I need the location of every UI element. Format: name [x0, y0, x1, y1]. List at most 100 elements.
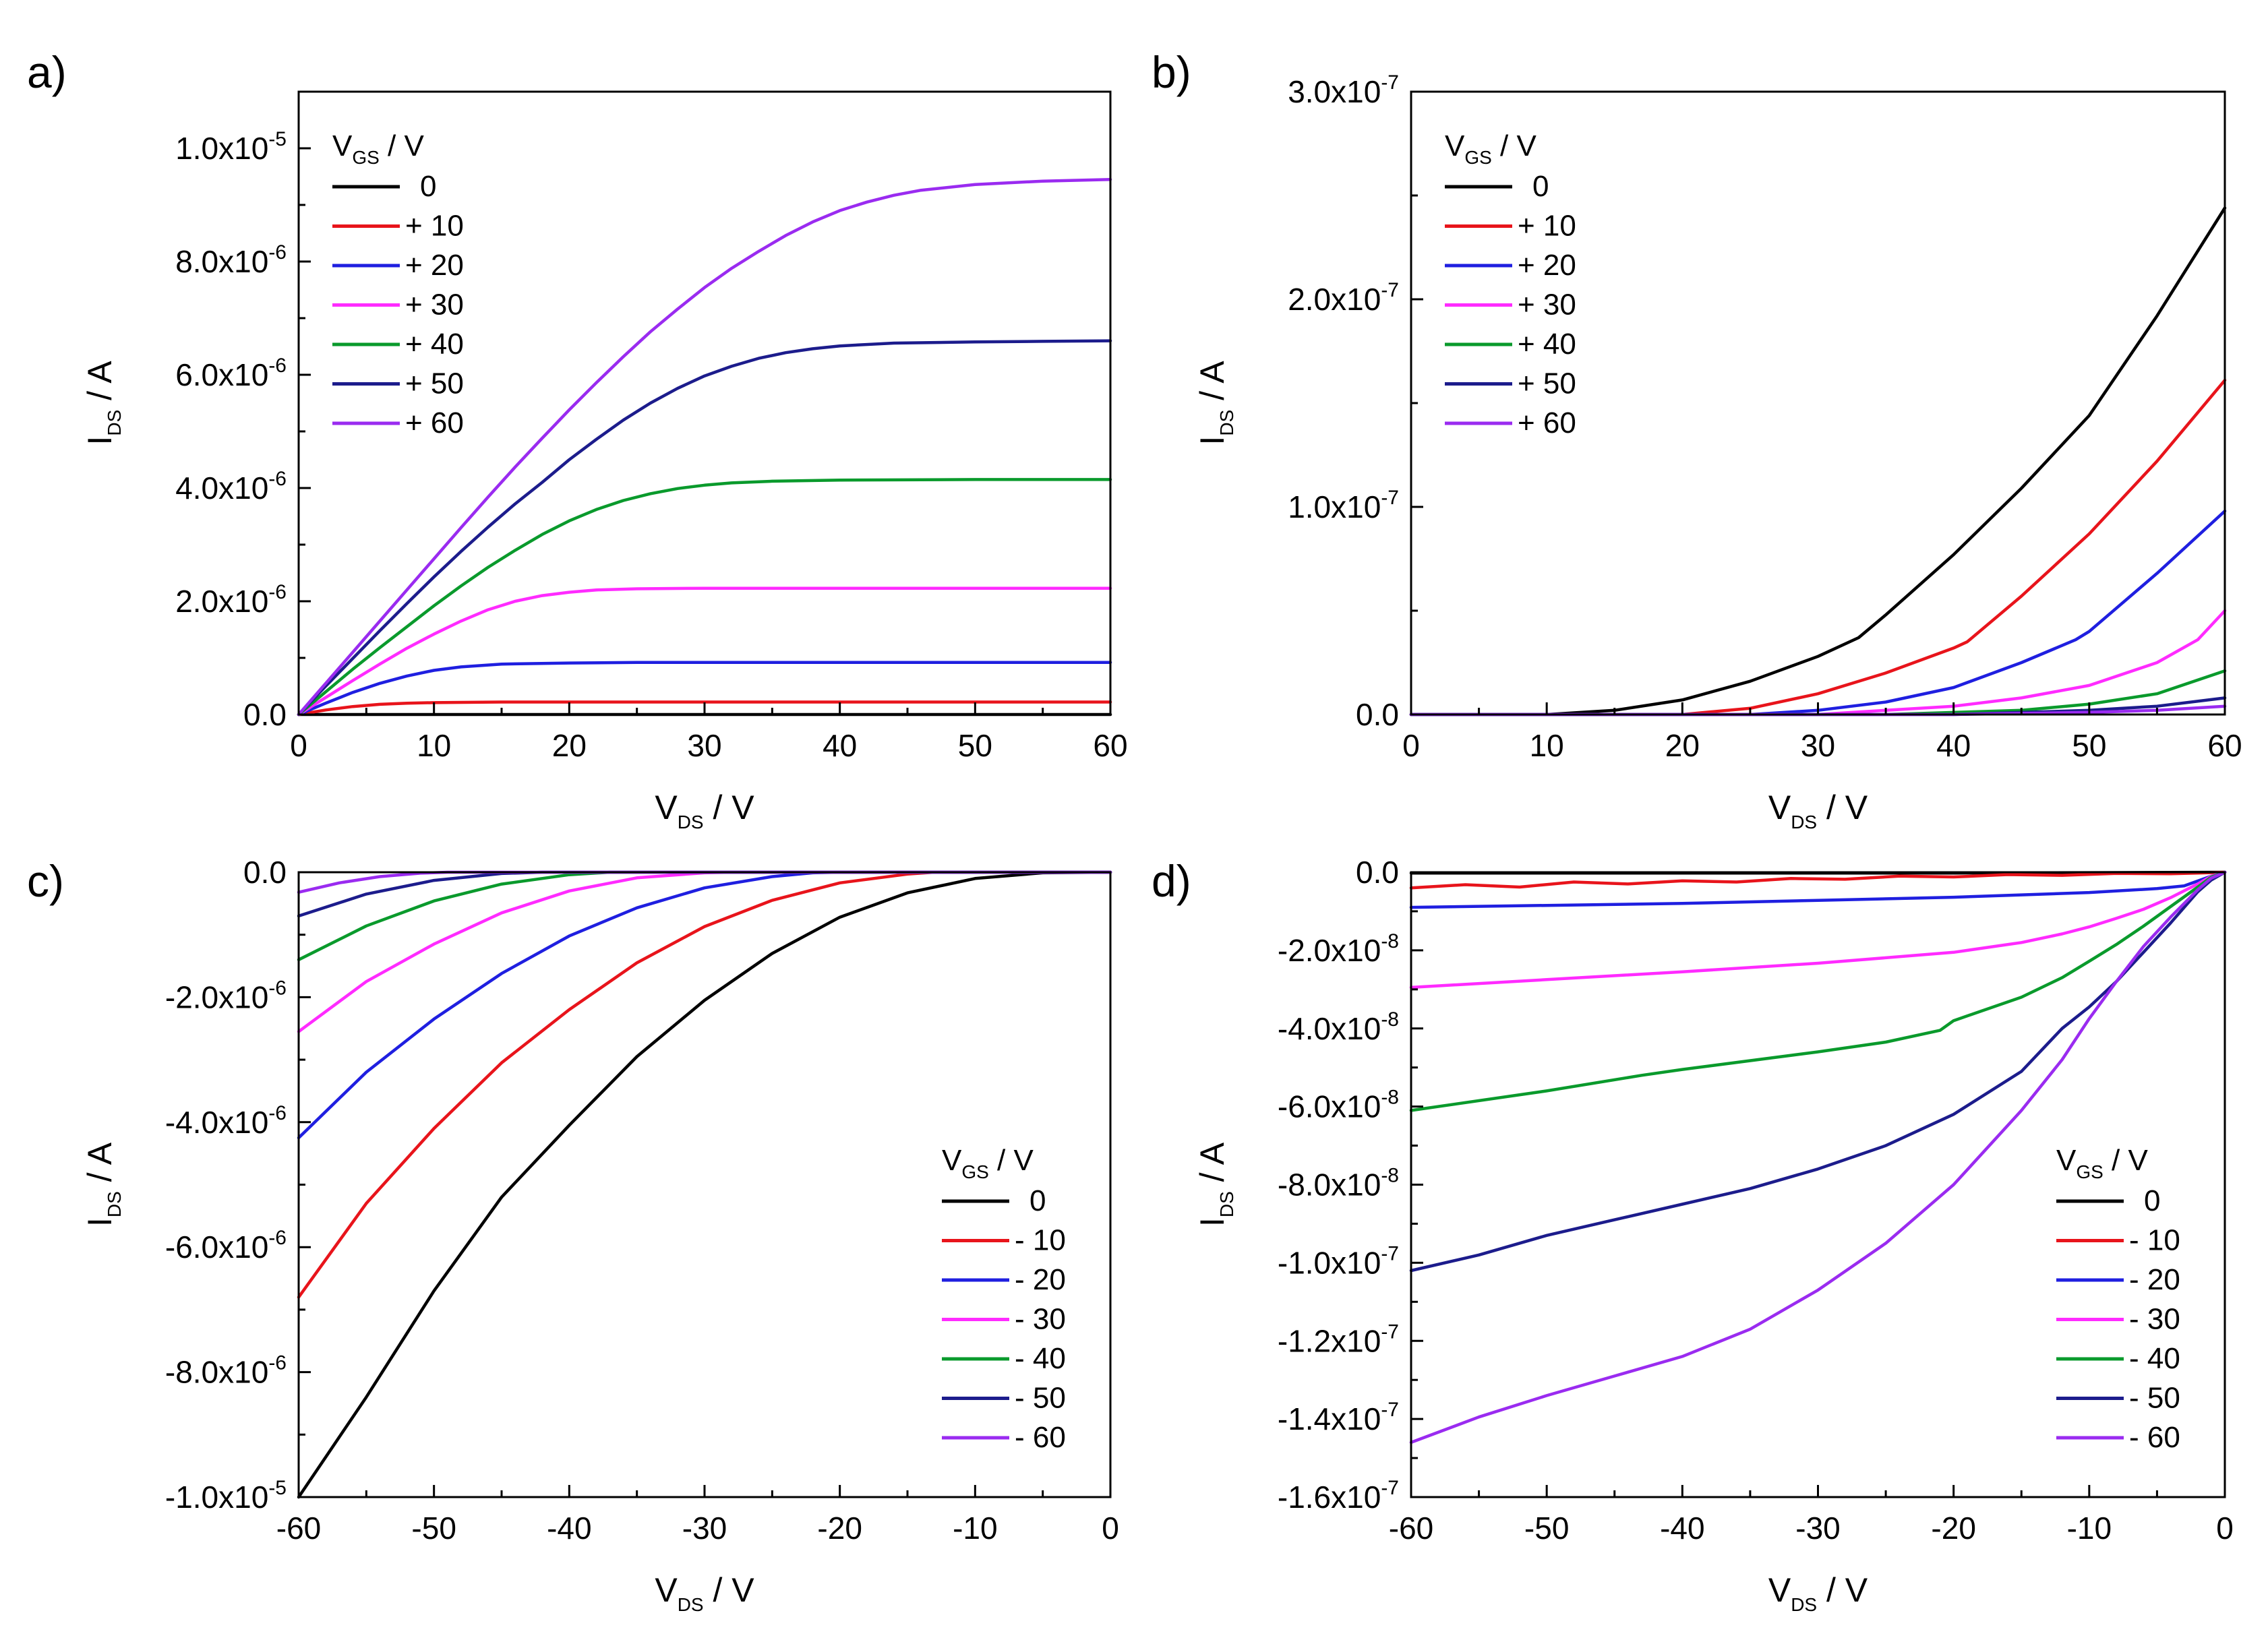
- y-tick-label: -4.0x10-6: [165, 1102, 287, 1140]
- series-line: [1409, 378, 2227, 717]
- panel-label: b): [1152, 47, 1191, 97]
- series-line: [297, 870, 1112, 1140]
- series-line: [297, 870, 1112, 1299]
- y-tick-label: -1.4x10-7: [1278, 1399, 1399, 1436]
- legend-entry-label: - 30: [2129, 1303, 2180, 1336]
- x-tick-label: 40: [1936, 728, 1971, 763]
- x-tick-label: -20: [1931, 1511, 1975, 1546]
- legend-entry-label: + 10: [405, 210, 464, 243]
- series-group: [1409, 206, 2227, 717]
- x-tick-label: 30: [1801, 728, 1835, 763]
- x-tick-label: -10: [2067, 1511, 2112, 1546]
- legend: VGS / V0 + 10 + 20 + 30 + 40 + 50 + 60: [1445, 129, 1576, 439]
- x-tick-label: 50: [958, 728, 992, 763]
- series-line: [1409, 870, 2227, 890]
- legend-entry-label: + 10: [1518, 210, 1576, 243]
- panel-label: c): [27, 856, 64, 906]
- x-axis-title: VDS / V: [655, 789, 754, 832]
- legend-entry-label: - 50: [1015, 1382, 1066, 1415]
- y-tick-label: -1.0x10-5: [165, 1477, 287, 1515]
- y-axis-title: IDS / A: [81, 1142, 125, 1227]
- legend-entry-label: + 60: [405, 406, 464, 439]
- legend-entry-label: - 30: [1015, 1303, 1066, 1336]
- y-tick-label: -8.0x10-8: [1278, 1165, 1399, 1203]
- y-tick-label: -2.0x10-6: [165, 977, 287, 1014]
- legend-entry-label: + 50: [405, 367, 464, 400]
- legend-entry-label: - 40: [2129, 1342, 2180, 1375]
- x-tick-label: 0: [1402, 728, 1420, 763]
- x-tick-label: 10: [1530, 728, 1564, 763]
- series-line: [1409, 870, 2227, 909]
- series-line: [1409, 870, 2227, 990]
- series-line: [1409, 509, 2227, 717]
- series-group: [1409, 870, 2227, 1445]
- legend-entry-label: - 20: [2129, 1263, 2180, 1296]
- x-tick-label: -50: [411, 1511, 456, 1546]
- legend-entry-label: + 20: [405, 249, 464, 282]
- panel-1: a) 0 10 20 30 40 50 60 0.0 2.0x10-6 4.0x10-6 6.0x10…: [27, 47, 1128, 832]
- x-tick-label: 60: [2207, 728, 2242, 763]
- series-line: [1409, 206, 2227, 717]
- legend-entry-label: + 40: [405, 328, 464, 361]
- y-tick-label: 0.0: [1356, 855, 1399, 890]
- y-tick-label: -6.0x10-6: [165, 1227, 287, 1265]
- x-tick-label: 40: [823, 728, 857, 763]
- legend-entry-label: 0: [1532, 170, 1549, 203]
- y-tick-label: 8.0x10-6: [175, 241, 287, 279]
- x-tick-label: 0: [2216, 1511, 2234, 1546]
- series-line: [1409, 870, 2227, 1112]
- series-group: [297, 870, 1112, 1499]
- x-tick-label: -30: [682, 1511, 727, 1546]
- series-line: [297, 700, 1112, 717]
- y-axis-title: IDS / A: [81, 361, 125, 446]
- series-line: [297, 586, 1112, 717]
- legend-entry-label: 0: [1029, 1184, 1046, 1217]
- x-tick-label: -30: [1795, 1511, 1840, 1546]
- legend-entry-label: - 20: [1015, 1263, 1066, 1296]
- legend-title: VGS / V: [942, 1144, 1034, 1182]
- series-line: [297, 870, 1112, 962]
- y-tick-label: 2.0x10-7: [1288, 279, 1399, 317]
- y-tick-label: -4.0x10-8: [1278, 1008, 1399, 1046]
- panel-label: d): [1152, 856, 1191, 906]
- legend-title: VGS / V: [332, 129, 425, 168]
- x-tick-label: 20: [1665, 728, 1700, 763]
- x-tick-label: 60: [1093, 728, 1127, 763]
- x-tick-label: -60: [1389, 1511, 1433, 1546]
- x-tick-label: 20: [552, 728, 587, 763]
- plot-frame: [297, 871, 1112, 1498]
- legend-entry-label: 0: [2144, 1184, 2160, 1217]
- panel-label: a): [27, 47, 67, 97]
- x-tick-label: 10: [417, 728, 451, 763]
- panel-4: d) -60 -50 -40 -30 -20 -10 0 -1.6x10-7 -1.4x10-7 -…: [1152, 855, 2234, 1615]
- x-tick-label: 0: [290, 728, 307, 763]
- legend-entry-label: - 50: [2129, 1382, 2180, 1415]
- series-line: [297, 661, 1112, 717]
- y-tick-label: 4.0x10-6: [175, 468, 287, 506]
- y-tick-label: 1.0x10-5: [175, 128, 287, 166]
- y-tick-label: 2.0x10-6: [175, 581, 287, 619]
- legend-entry-label: - 10: [1015, 1224, 1066, 1257]
- legend-entry-label: 0: [420, 170, 436, 203]
- legend: VGS / V0 + 10 + 20 + 30 + 40 + 50 + 60: [332, 129, 464, 439]
- legend: VGS / V0 - 10 - 20 - 30 - 40 - 50 - 60: [942, 1144, 1066, 1454]
- x-tick-label: 30: [687, 728, 721, 763]
- x-axis-title: VDS / V: [1768, 1571, 1868, 1615]
- y-axis-title: IDS / A: [1193, 1142, 1237, 1227]
- x-tick-label: -40: [547, 1511, 591, 1546]
- y-tick-label: 0.0: [243, 855, 287, 890]
- x-tick-label: -20: [817, 1511, 862, 1546]
- legend-title: VGS / V: [2056, 1144, 2149, 1182]
- x-tick-label: -10: [953, 1511, 997, 1546]
- y-tick-label: -1.0x10-7: [1278, 1242, 1399, 1280]
- y-tick-label: 0.0: [243, 697, 287, 732]
- y-tick-label: -6.0x10-8: [1278, 1087, 1399, 1124]
- series-line: [297, 339, 1112, 717]
- series-line: [297, 177, 1112, 717]
- legend-entry-label: + 60: [1518, 406, 1576, 439]
- x-tick-label: -60: [276, 1511, 321, 1546]
- legend-entry-label: - 40: [1015, 1342, 1066, 1375]
- series-line: [1409, 870, 2227, 1273]
- y-tick-label: 3.0x10-7: [1288, 71, 1399, 109]
- x-tick-label: 50: [2072, 728, 2106, 763]
